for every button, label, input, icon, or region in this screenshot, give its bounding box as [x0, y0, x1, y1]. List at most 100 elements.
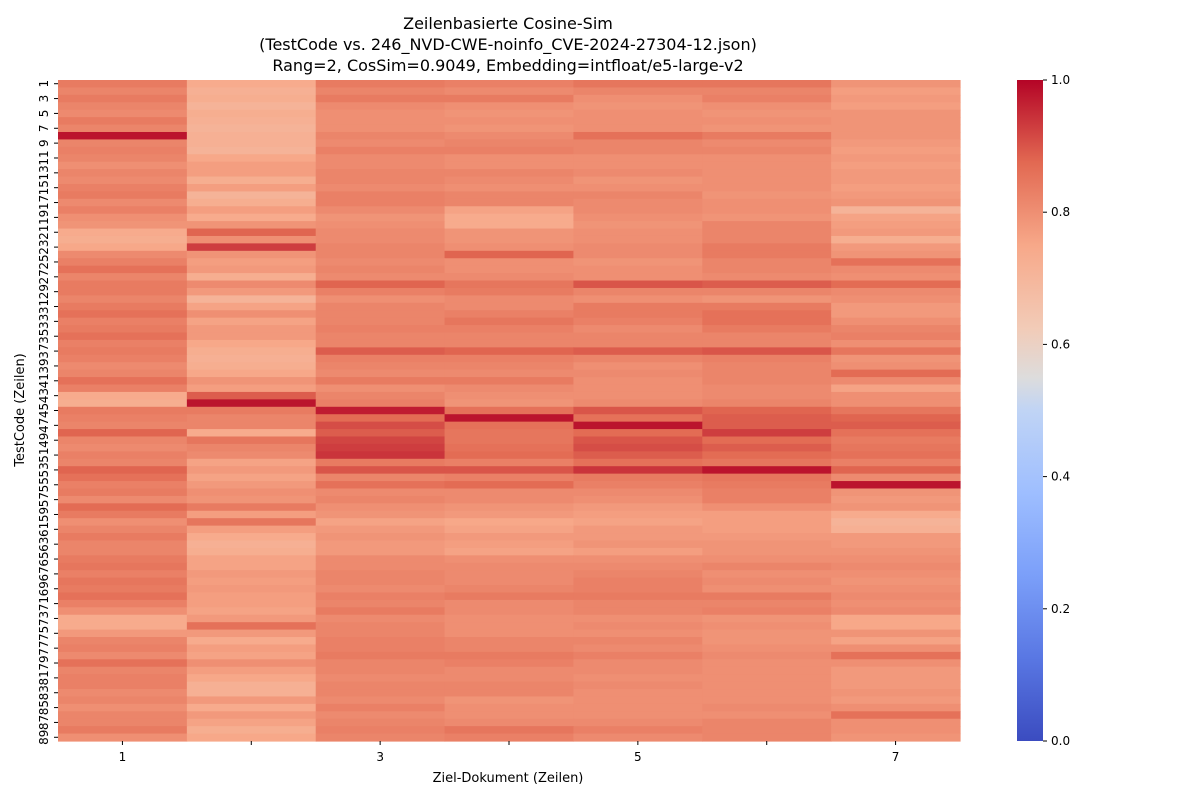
heatmap-cell	[315, 213, 446, 222]
heatmap-cell	[702, 399, 832, 408]
heatmap-cell	[573, 488, 703, 497]
heatmap-cell	[58, 481, 188, 490]
y-tick-label: 33	[37, 314, 51, 329]
heatmap-cell	[831, 711, 961, 720]
heatmap-cell	[831, 280, 961, 289]
heatmap-cell	[573, 221, 703, 230]
heatmap-cell	[186, 325, 317, 334]
heatmap-cell	[702, 176, 832, 185]
heatmap-cell	[58, 518, 188, 527]
heatmap-cell	[444, 146, 575, 155]
heatmap-cell	[58, 547, 188, 556]
x-axis-label: Ziel-Dokument (Zeilen)	[433, 771, 584, 786]
heatmap-cell	[315, 592, 446, 601]
heatmap-cell	[573, 518, 703, 527]
heatmap-cell	[573, 243, 703, 252]
heatmap-cell	[58, 302, 188, 311]
heatmap-cell	[444, 711, 575, 720]
y-tick-label: 37	[37, 343, 51, 358]
heatmap-cell	[702, 458, 832, 467]
heatmap-cell	[186, 666, 317, 675]
heatmap-cell	[831, 592, 961, 601]
heatmap-cell	[702, 169, 832, 178]
heatmap-cell	[58, 325, 188, 334]
heatmap-cell	[186, 198, 317, 207]
heatmap-cell	[58, 377, 188, 386]
heatmap-cell	[315, 689, 446, 698]
heatmap-cell	[444, 607, 575, 616]
heatmap-cell	[573, 295, 703, 304]
heatmap-cell	[702, 436, 832, 445]
heatmap-cell	[702, 154, 832, 163]
heatmap-cell	[315, 637, 446, 646]
heatmap-cell	[702, 421, 832, 430]
heatmap-cell	[315, 176, 446, 185]
heatmap-cell	[444, 614, 575, 623]
heatmap-cell	[186, 191, 317, 200]
heatmap-cell	[58, 354, 188, 363]
heatmap-cell	[186, 258, 317, 267]
x-tick-label: 5	[634, 750, 642, 764]
heatmap-cell	[444, 540, 575, 549]
heatmap-cell	[573, 102, 703, 111]
heatmap-cell	[831, 295, 961, 304]
heatmap-cell	[186, 577, 317, 586]
heatmap-cell	[702, 555, 832, 564]
heatmap-cell	[573, 250, 703, 259]
y-tick-label: 49	[37, 433, 51, 448]
heatmap-cell	[444, 599, 575, 608]
heatmap-cell	[186, 287, 317, 296]
y-tick-label: 65	[37, 551, 51, 566]
heatmap-cell	[444, 384, 575, 393]
heatmap-cell	[315, 154, 446, 163]
heatmap-cell	[573, 614, 703, 623]
heatmap-cell	[315, 674, 446, 683]
heatmap-cell	[58, 473, 188, 482]
heatmap-cell	[58, 659, 188, 668]
y-tick-label: 43	[37, 388, 51, 403]
heatmap-cell	[444, 644, 575, 653]
heatmap-cell	[831, 703, 961, 712]
heatmap-cell	[315, 599, 446, 608]
heatmap-cell	[315, 117, 446, 126]
heatmap-cell	[315, 651, 446, 660]
heatmap-cell	[702, 295, 832, 304]
heatmap-cell	[831, 540, 961, 549]
heatmap-cell	[444, 674, 575, 683]
heatmap-cell	[186, 161, 317, 170]
heatmap-cell	[58, 131, 188, 141]
heatmap-cell	[315, 585, 446, 594]
heatmap-cell	[186, 689, 317, 698]
x-axis-ticks: 1 3 5 7	[119, 741, 899, 764]
y-tick-label: 75	[37, 626, 51, 641]
colorbar-ticks: 0.0 0.2 0.4 0.6 0.8 1.0	[1043, 73, 1070, 748]
heatmap-cell	[702, 711, 832, 720]
heatmap-cell	[58, 109, 188, 118]
heatmap-cell	[573, 354, 703, 363]
heatmap-cell	[58, 198, 188, 207]
heatmap-cell	[573, 317, 703, 326]
heatmap-cell	[58, 622, 188, 631]
heatmap-cell	[573, 176, 703, 185]
y-tick-label: 79	[37, 655, 51, 670]
heatmap-cell	[444, 562, 575, 571]
heatmap-cell	[702, 443, 832, 452]
heatmap-cell	[831, 339, 961, 348]
heatmap-cell	[315, 146, 446, 155]
heatmap-cell	[186, 466, 317, 475]
heatmap-cell	[444, 109, 575, 118]
heatmap-cell	[58, 169, 188, 178]
heatmap-cell	[444, 421, 575, 430]
y-tick-label: 47	[37, 418, 51, 433]
heatmap-cell	[58, 711, 188, 720]
heatmap-cell	[186, 384, 317, 393]
heatmap-cells	[58, 80, 961, 742]
heatmap-cell	[831, 287, 961, 296]
heatmap-cell	[831, 562, 961, 571]
heatmap-cell	[702, 124, 832, 133]
heatmap-cell	[186, 399, 317, 408]
heatmap-cell	[186, 629, 317, 638]
heatmap-cell	[186, 146, 317, 155]
heatmap-cell	[315, 198, 446, 207]
heatmap-cell	[58, 510, 188, 519]
